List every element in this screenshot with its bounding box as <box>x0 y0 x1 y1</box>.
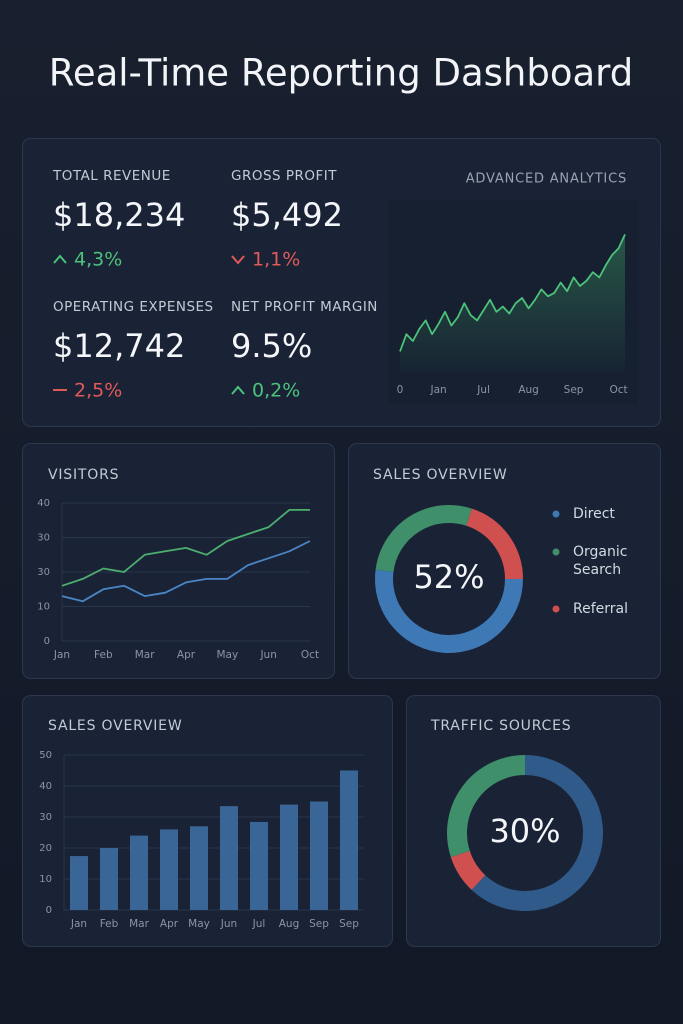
x-tick-label: Feb <box>100 918 119 930</box>
legend-dot <box>552 548 560 556</box>
donut-segment <box>375 505 472 573</box>
chart-title: SALES OVERVIEW <box>48 718 182 734</box>
donut-segment <box>447 755 526 858</box>
x-tick-label: Mar <box>129 918 149 930</box>
bar <box>100 848 118 910</box>
x-tick-label: Jan <box>429 384 446 396</box>
x-tick-label: May <box>188 918 210 930</box>
y-tick-label: 40 <box>37 498 50 509</box>
y-tick-label: 30 <box>37 567 50 578</box>
kpi-label: GROSS PROFIT <box>231 168 337 184</box>
bar <box>160 829 178 910</box>
legend-label: Referral <box>573 601 628 617</box>
kpi-value: $5,492 <box>231 196 343 234</box>
y-tick-label: 10 <box>39 874 52 885</box>
legend-dot <box>552 510 560 518</box>
x-tick-label: Sep <box>339 918 359 930</box>
x-tick-label: Jul <box>476 384 490 396</box>
kpi-label: OPERATING EXPENSES <box>53 299 214 315</box>
x-tick-label: Aug <box>518 384 539 396</box>
x-tick-label: Oct <box>301 649 319 661</box>
kpi-change: 1,1% <box>252 249 300 271</box>
page-title: Real-Time Reporting Dashboard <box>49 52 633 95</box>
y-tick-label: 0 <box>44 636 50 647</box>
bar <box>70 856 88 910</box>
legend-label: Direct <box>573 506 615 522</box>
y-tick-label: 40 <box>39 781 52 792</box>
y-tick-label: 30 <box>39 812 52 823</box>
line <box>61 509 310 587</box>
visitors-panel <box>22 443 335 679</box>
x-tick-label: May <box>216 649 238 661</box>
chart-title: VISITORS <box>48 467 119 483</box>
line <box>399 234 626 352</box>
donut-center-label: 52% <box>413 558 484 596</box>
area <box>400 234 625 372</box>
x-tick-label: Apr <box>160 918 179 930</box>
x-tick-label: Jun <box>220 918 237 930</box>
x-tick-label: Jun <box>259 649 276 661</box>
x-tick-label: 0 <box>397 384 404 396</box>
bar <box>220 806 238 910</box>
x-tick-label: Sep <box>564 384 584 396</box>
kpi-change: 4,3% <box>74 249 122 271</box>
bar <box>190 826 208 910</box>
line <box>61 540 311 603</box>
x-tick-label: Sep <box>309 918 329 930</box>
trend-icon <box>231 385 245 395</box>
kpi-change: 0,2% <box>252 380 300 402</box>
x-tick-label: Feb <box>94 649 113 661</box>
kpi-value: $18,234 <box>53 196 185 234</box>
y-tick-label: 0 <box>46 905 52 916</box>
donut-segment <box>471 755 603 911</box>
donut-segment <box>450 850 486 890</box>
bar <box>340 770 358 910</box>
x-tick-label: Aug <box>279 918 300 930</box>
y-tick-label: 50 <box>39 750 52 761</box>
chart-title: SALES OVERVIEW <box>373 467 507 483</box>
chart-title: TRAFFIC SOURCES <box>430 718 571 734</box>
x-tick-label: Jan <box>70 918 87 930</box>
x-tick-label: Mar <box>135 649 155 661</box>
x-tick-label: Jan <box>53 649 70 661</box>
trend-icon <box>53 254 67 264</box>
kpi-value: $12,742 <box>53 327 185 365</box>
legend-dot <box>552 605 560 613</box>
kpi-label: NET PROFIT MARGIN <box>231 299 378 315</box>
bar <box>280 804 298 910</box>
donut-segment <box>465 508 523 580</box>
trend-icon <box>231 255 245 265</box>
donut-center-label: 30% <box>489 812 560 850</box>
legend-label: Organic Search <box>573 544 632 578</box>
bar <box>250 821 268 910</box>
x-tick-label: Apr <box>177 649 196 661</box>
bar <box>130 835 148 910</box>
kpi-label: TOTAL REVENUE <box>52 168 171 184</box>
chart-title: ADVANCED ANALYTICS <box>466 172 627 187</box>
y-tick-label: 30 <box>37 533 50 544</box>
y-tick-label: 10 <box>37 602 50 613</box>
bar <box>310 801 328 910</box>
x-tick-label: Oct <box>609 384 627 396</box>
y-tick-label: 20 <box>39 843 52 854</box>
x-tick-label: Jul <box>252 918 266 930</box>
kpi-change: 2,5% <box>74 380 122 402</box>
donut-segment <box>375 569 523 653</box>
kpi-value: 9.5% <box>231 327 312 365</box>
